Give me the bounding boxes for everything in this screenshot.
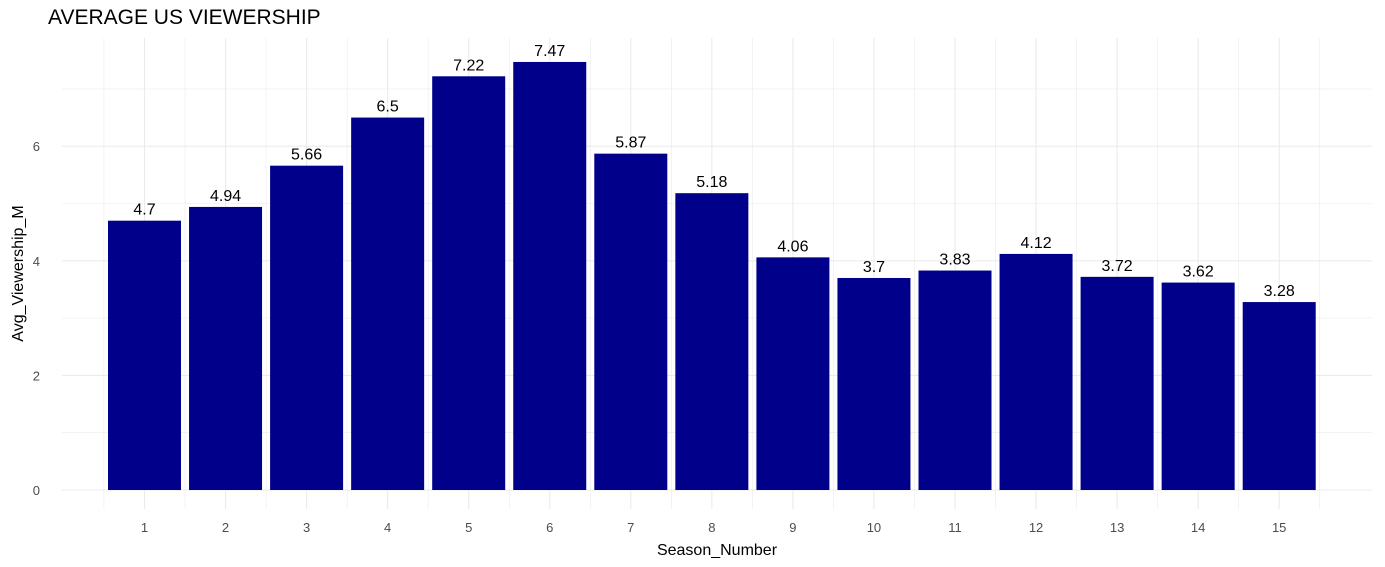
y-axis-ticks: 0 2 4 6 (33, 139, 40, 498)
x-tick-label: 5 (465, 520, 472, 535)
x-tick-label: 6 (546, 520, 553, 535)
data-label: 5.18 (696, 174, 727, 191)
bar-season-9 (756, 257, 830, 490)
y-axis-title: Avg_Viewership_M (10, 205, 27, 341)
bar-season-4 (351, 117, 425, 491)
x-tick-label: 4 (384, 520, 391, 535)
bar-season-5 (432, 76, 506, 490)
data-label: 3.62 (1183, 264, 1214, 281)
bar-season-2 (189, 206, 263, 491)
data-label: 7.47 (534, 43, 565, 60)
data-label: 4.06 (777, 238, 808, 255)
bar-season-15 (1242, 302, 1316, 490)
x-tick-label: 8 (708, 520, 715, 535)
x-tick-label: 7 (627, 520, 634, 535)
x-tick-label: 1 (141, 520, 148, 535)
x-tick-label: 10 (867, 520, 881, 535)
x-axis-ticks: 1 2 3 4 5 6 7 8 9 10 11 12 13 14 15 (141, 520, 1287, 535)
data-labels: 4.7 4.94 5.66 6.5 7.22 7.47 5.87 5.18 4.06 3.7 3.8… (133, 43, 1294, 300)
bars (108, 61, 1316, 491)
bar-season-12 (999, 253, 1073, 490)
bar-season-14 (1161, 282, 1235, 490)
data-label: 7.22 (453, 57, 484, 74)
data-label: 4.94 (210, 188, 241, 205)
y-tick-label: 2 (33, 368, 40, 383)
x-tick-label: 14 (1191, 520, 1205, 535)
data-label: 5.66 (291, 147, 322, 164)
x-tick-label: 3 (303, 520, 310, 535)
x-tick-label: 9 (789, 520, 796, 535)
data-label: 3.72 (1102, 258, 1133, 275)
x-tick-label: 2 (222, 520, 229, 535)
x-tick-label: 15 (1272, 520, 1286, 535)
x-tick-label: 13 (1110, 520, 1124, 535)
data-label: 6.5 (377, 99, 399, 116)
data-label: 3.7 (863, 259, 885, 276)
y-tick-label: 6 (33, 139, 40, 154)
data-label: 5.87 (615, 135, 646, 152)
bar-season-13 (1080, 276, 1154, 490)
bar-season-7 (594, 153, 668, 491)
bar-season-6 (513, 61, 587, 491)
bar-season-1 (108, 220, 181, 490)
bar-season-8 (675, 193, 749, 490)
x-axis-title: Season_Number (657, 542, 778, 559)
data-label: 3.83 (939, 252, 970, 269)
y-tick-label: 0 (33, 483, 40, 498)
data-label: 4.7 (133, 202, 155, 219)
x-tick-label: 11 (948, 520, 962, 535)
y-tick-label: 4 (33, 254, 40, 269)
bar-season-3 (270, 165, 344, 490)
data-label: 4.12 (1020, 235, 1051, 252)
chart-title: AVERAGE US VIEWERSHIP (48, 6, 321, 29)
x-tick-label: 12 (1029, 520, 1043, 535)
bar-season-11 (918, 270, 992, 490)
data-label: 3.28 (1264, 283, 1295, 300)
bar-season-10 (837, 277, 911, 490)
